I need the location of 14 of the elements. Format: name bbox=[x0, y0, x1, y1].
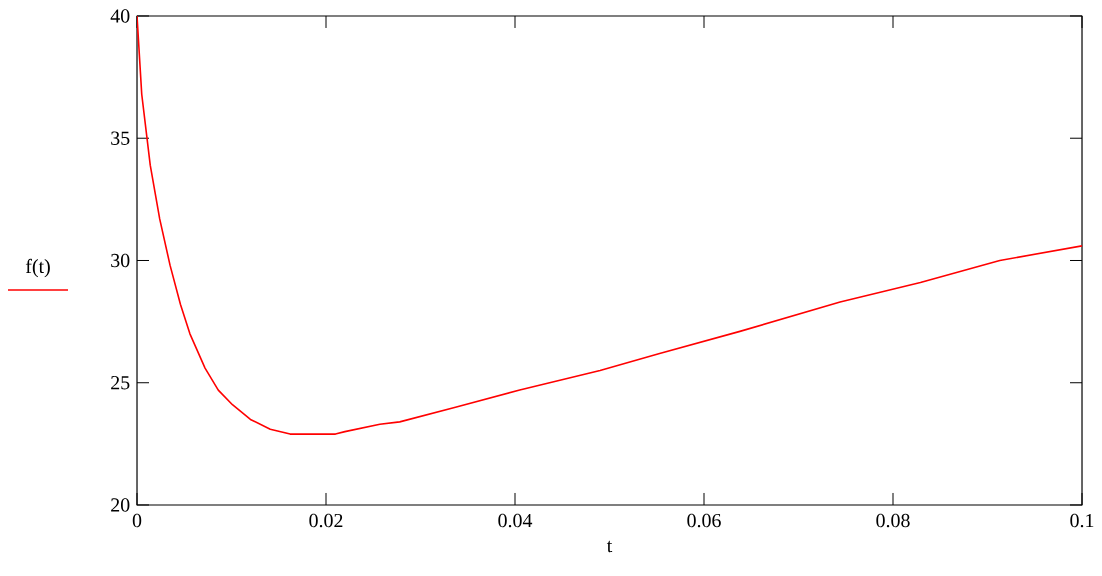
y-tick-label: 40 bbox=[110, 9, 130, 23]
y-tick-label: 25 bbox=[111, 376, 130, 390]
y-tick-label: 30 bbox=[111, 253, 130, 268]
x-axis-title: t bbox=[606, 540, 613, 553]
y-tick-label: 35 bbox=[111, 131, 130, 145]
text: f(t) bbox=[25, 258, 50, 278]
x-tick-label: 0.04 bbox=[498, 513, 533, 528]
x-tick-label: 0.02 bbox=[309, 513, 343, 528]
y-tick-label: 20 bbox=[111, 498, 130, 512]
x-tick-label: 0.06 bbox=[687, 513, 721, 528]
line-series bbox=[137, 15, 1083, 435]
x-tick-label: 0.1 bbox=[1070, 513, 1094, 528]
x-tick-label: 0.08 bbox=[876, 513, 910, 528]
x-tick-label: 0 bbox=[132, 513, 142, 528]
